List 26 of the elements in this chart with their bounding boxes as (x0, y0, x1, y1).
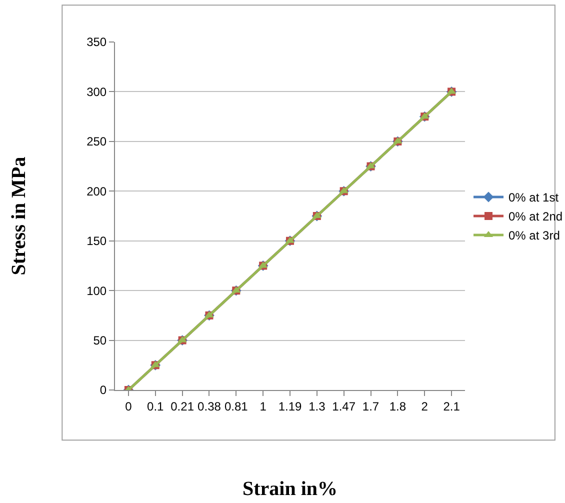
legend-label: 0% at 2nd (508, 210, 563, 224)
x-tick-label: 1.47 (332, 399, 356, 414)
x-tick-label: 1.19 (278, 399, 302, 414)
x-axis-title: Strain in% (242, 478, 338, 500)
x-tick-label: 1 (260, 399, 267, 414)
x-tick-label: 0.1 (147, 399, 164, 414)
x-tick-label: 1.3 (308, 399, 326, 414)
y-tick-label: 50 (93, 333, 107, 348)
x-tick-label: 2 (421, 399, 428, 414)
legend-label: 0% at 1st (508, 190, 560, 205)
y-axis-title: Stress in MPa (8, 156, 30, 276)
y-tick-label: 200 (86, 184, 107, 198)
x-tick-label: 0.38 (198, 399, 222, 414)
y-tick-label: 100 (86, 284, 107, 298)
y-tick-label: 0 (100, 383, 107, 398)
x-tick-label: 2.1 (443, 399, 460, 414)
y-tick-label: 300 (86, 84, 107, 99)
x-tick-label: 0.21 (170, 399, 194, 414)
x-tick-label: 0.81 (224, 399, 248, 414)
x-tick-label: 1.7 (362, 399, 380, 414)
legend-label: 0% at 3rd (508, 228, 560, 243)
y-tick-label: 350 (86, 35, 107, 50)
y-tick-label: 150 (86, 234, 107, 248)
x-tick-label: 0 (125, 399, 132, 414)
x-tick-label: 1.8 (389, 399, 406, 414)
y-tick-label: 250 (86, 134, 107, 149)
